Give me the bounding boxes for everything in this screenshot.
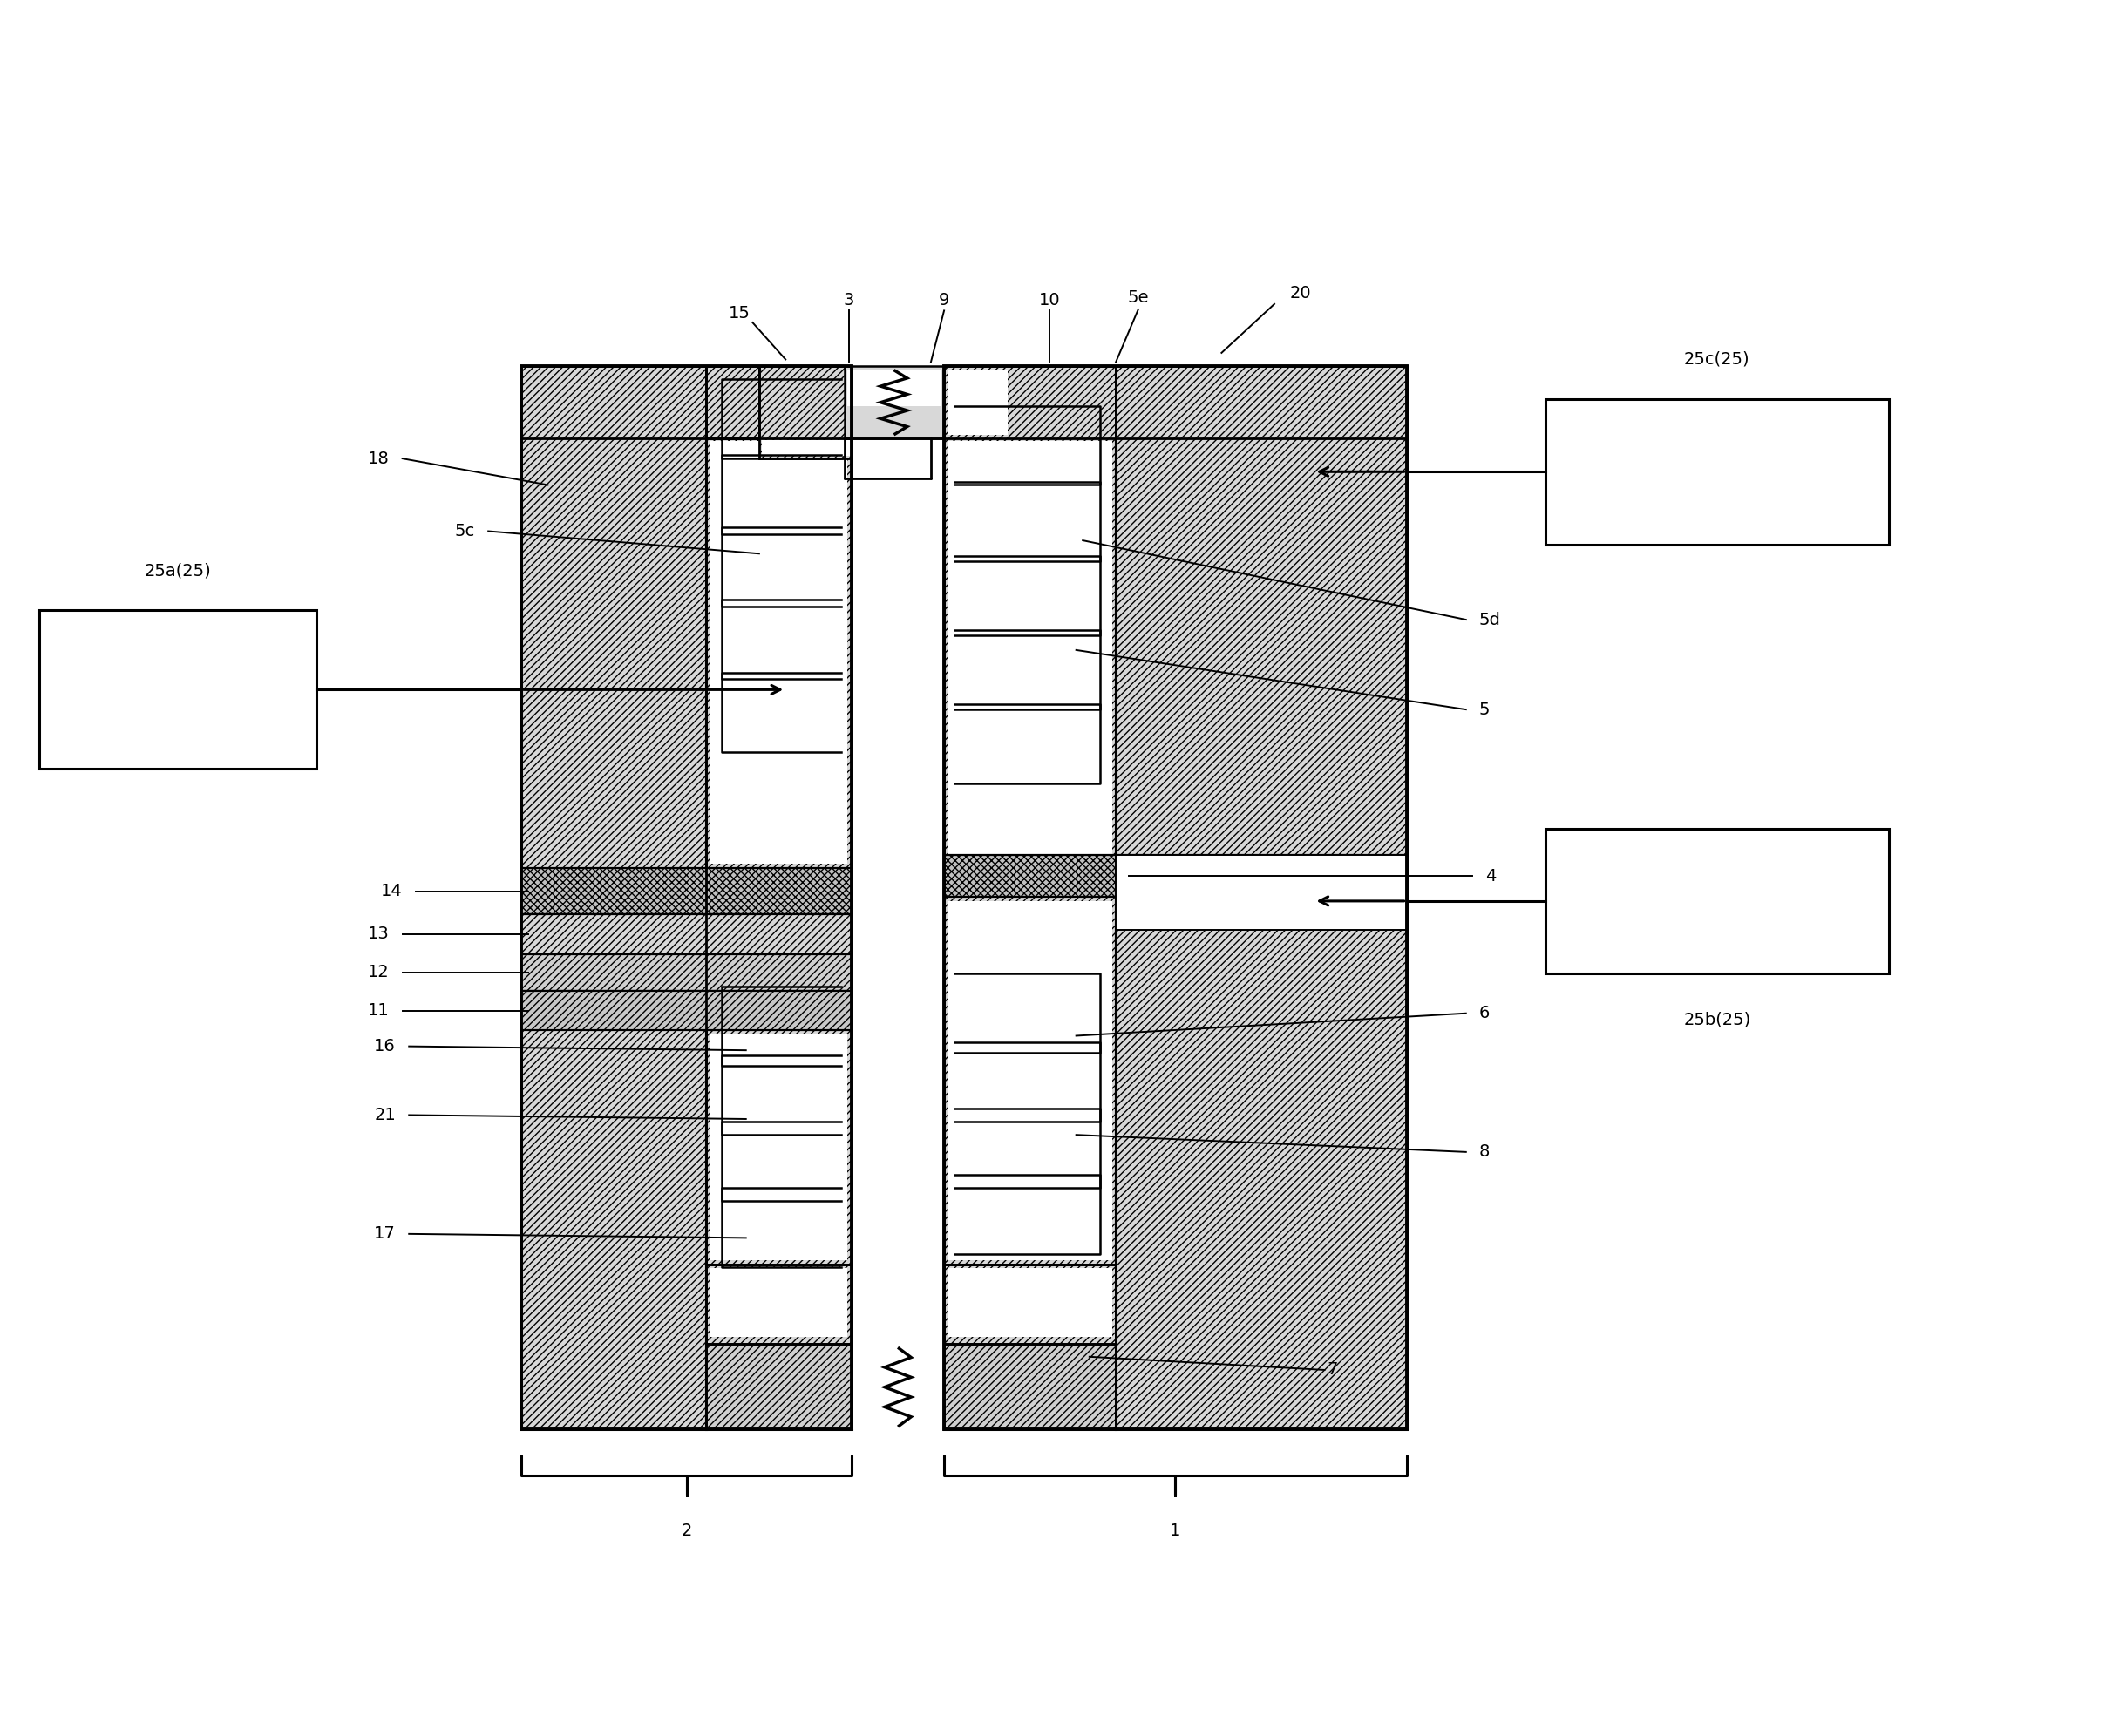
Bar [38,611,317,769]
Bar [759,366,853,458]
Text: 7: 7 [1327,1361,1337,1378]
Text: 5d: 5d [1480,611,1501,628]
Text: 2: 2 [680,1522,691,1540]
Text: 25c(25): 25c(25) [1684,351,1750,368]
Text: 5e: 5e [1127,290,1148,306]
Text: 1: 1 [1169,1522,1180,1540]
Bar [1546,828,1888,974]
Bar [521,991,853,1031]
Text: 13: 13 [368,925,389,943]
Text: 17: 17 [374,1226,395,1243]
Bar [706,1344,853,1429]
Bar [853,366,944,1429]
Text: 16: 16 [374,1038,395,1054]
Bar [948,901,1112,1260]
Bar [944,366,1116,1429]
Bar [521,953,853,991]
Bar [1116,366,1407,439]
Bar [1116,854,1407,930]
Text: 11: 11 [368,1002,389,1019]
Text: 4: 4 [1486,868,1497,884]
Bar [521,366,706,1429]
Text: 5: 5 [1480,701,1490,717]
Bar [706,1264,853,1429]
Bar [944,1264,1116,1429]
Bar [944,366,1116,439]
Text: 18: 18 [368,450,389,467]
Text: 20: 20 [1290,285,1312,302]
Bar [761,439,853,457]
Text: 10: 10 [1040,292,1061,309]
Text: 25a(25): 25a(25) [145,562,210,580]
Text: 15: 15 [729,306,750,321]
Bar [948,441,1112,865]
Bar [521,868,853,915]
Text: 6: 6 [1480,1005,1490,1021]
Text: 12: 12 [368,963,389,981]
Bar [710,441,848,865]
Text: 3: 3 [844,292,855,309]
Bar [848,370,940,406]
Text: 9: 9 [940,292,950,309]
Bar [521,366,853,1429]
Bar [521,366,759,439]
Text: 21: 21 [374,1108,395,1123]
Bar [710,1269,848,1337]
Bar [710,1035,848,1260]
Bar [944,1344,1116,1429]
Text: 14: 14 [381,884,402,899]
Text: 5c: 5c [455,523,474,540]
Bar [944,366,1407,1429]
Text: 25b(25): 25b(25) [1684,1012,1750,1028]
Bar [1116,366,1407,1429]
Bar [1546,399,1888,545]
Bar [706,366,853,1429]
Bar [706,366,759,439]
Bar [944,854,1407,898]
Bar [844,366,944,439]
Bar [948,1269,1112,1337]
Text: 8: 8 [1480,1144,1490,1160]
Bar [948,370,1008,434]
Bar [521,915,853,953]
